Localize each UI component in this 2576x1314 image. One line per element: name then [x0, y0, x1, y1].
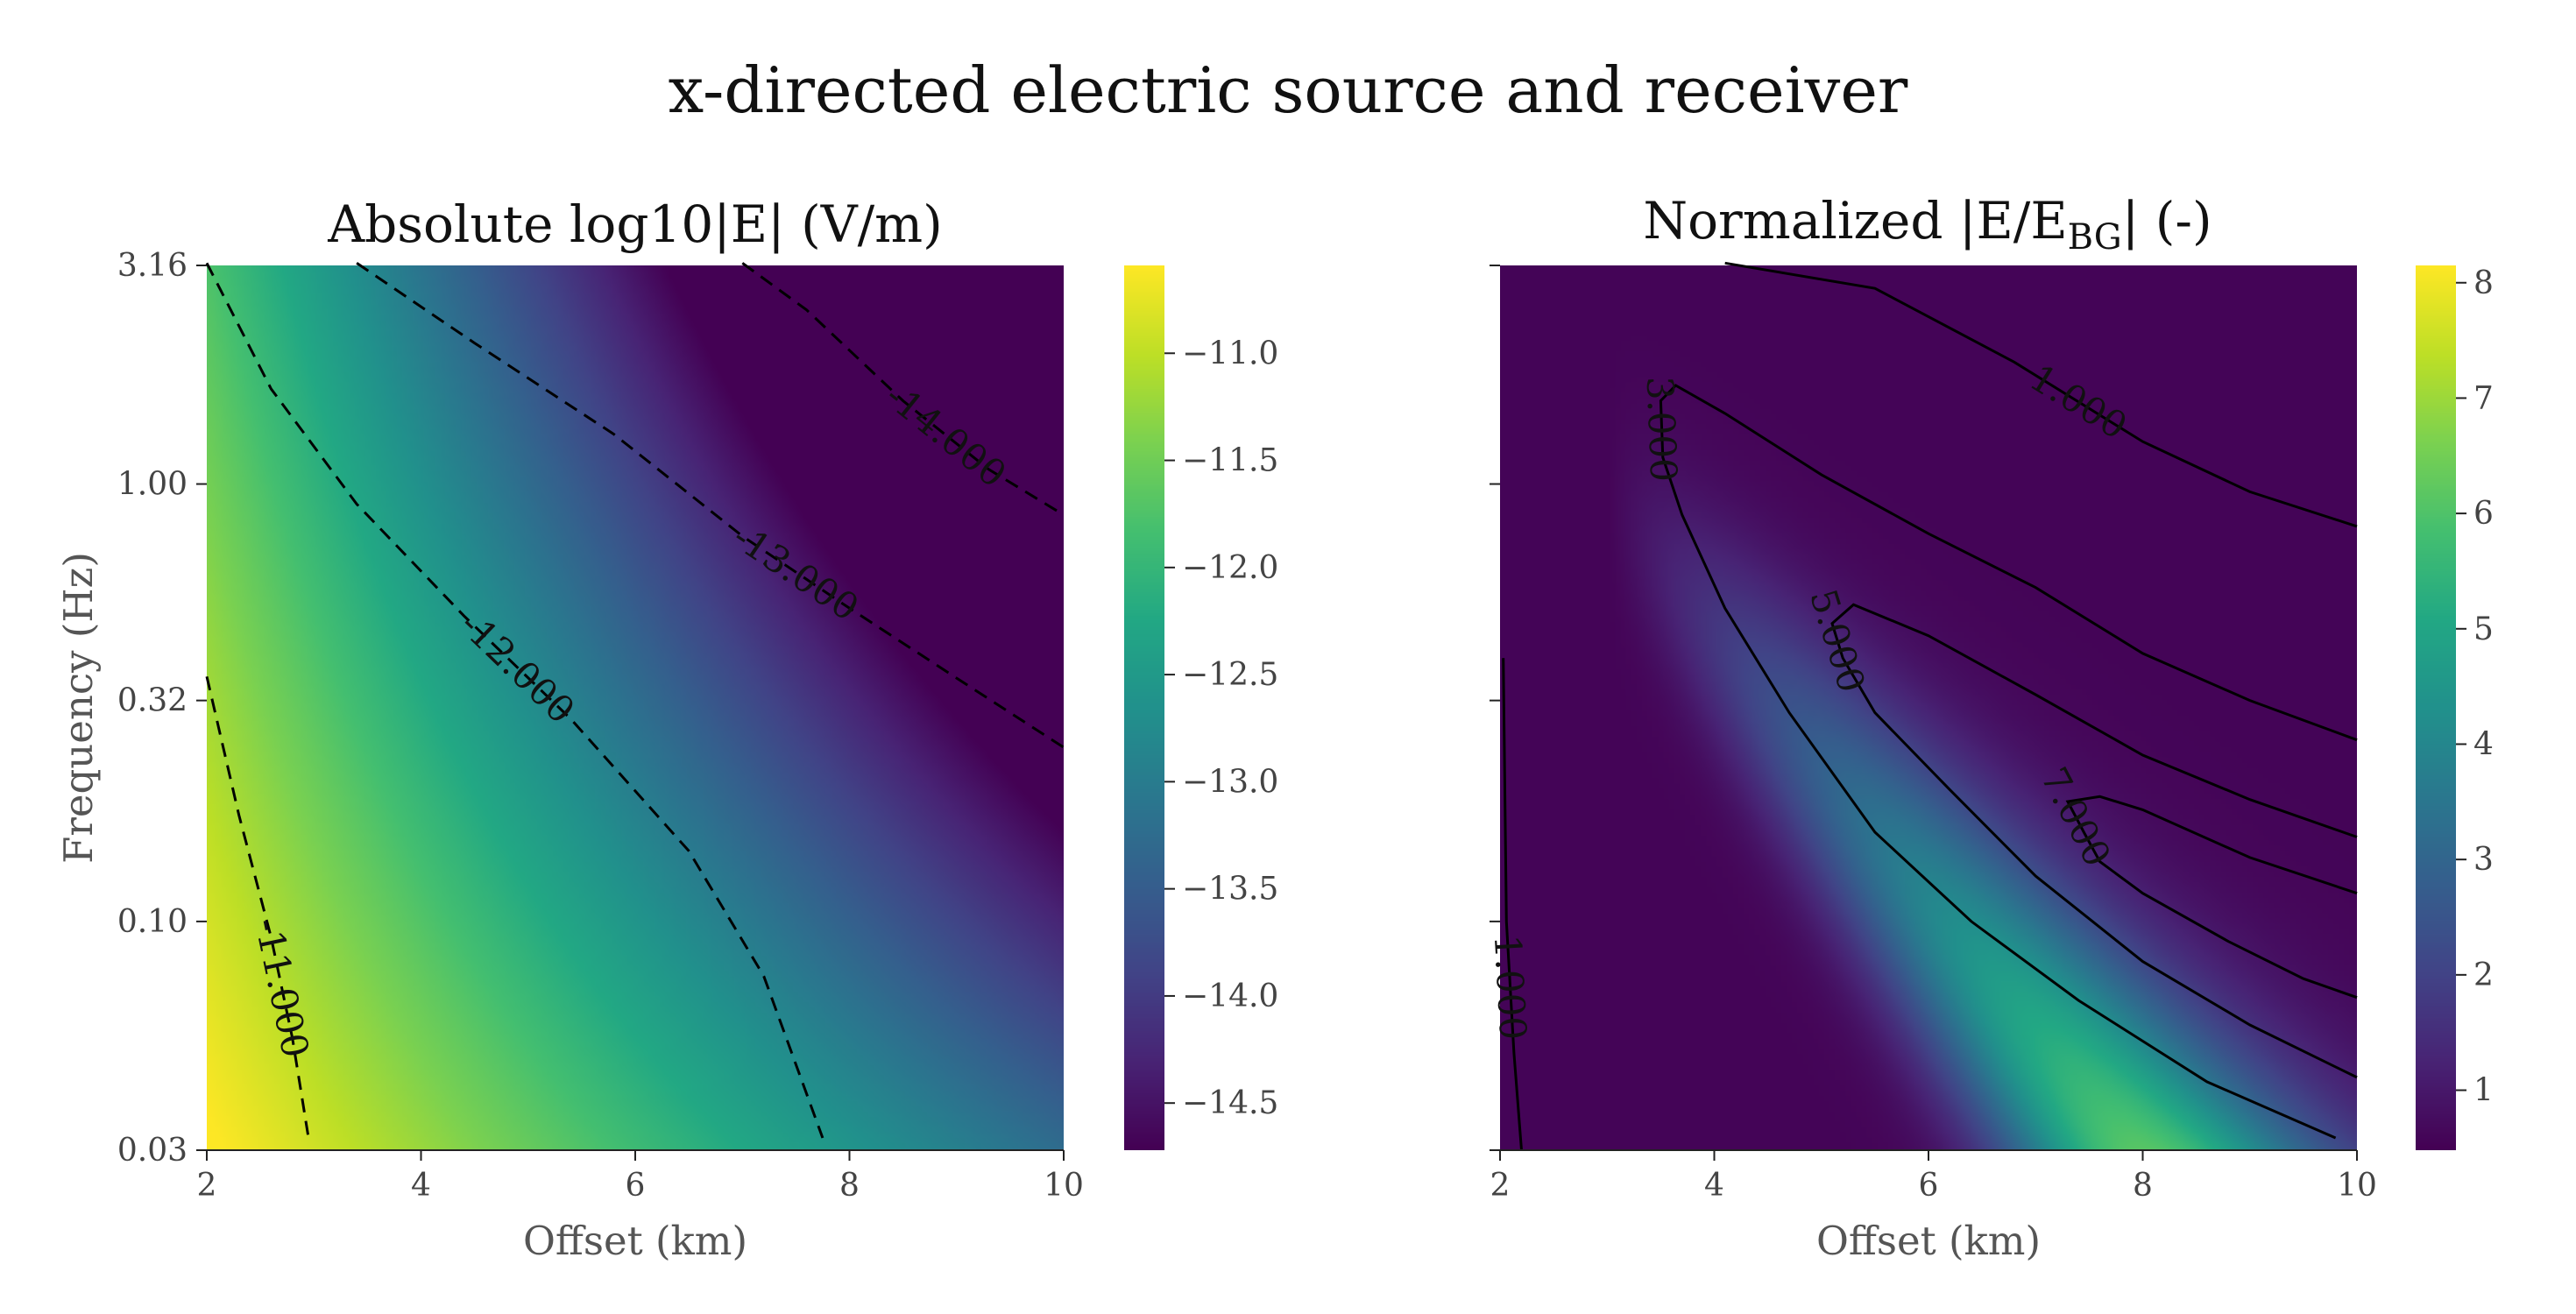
x-axis-label-normalized: Offset (km): [1816, 1218, 2041, 1264]
panel-absolute: Absolute log10|E| (V/m) -11.000-12.000-1…: [55, 194, 1278, 1264]
x-tick-label: 4: [411, 1168, 431, 1204]
colorbar-tick-label: −12.5: [1182, 657, 1278, 693]
x-tick-label: 2: [197, 1168, 217, 1204]
contour-line: [356, 262, 1065, 749]
colorbar-tick-label: −13.0: [1182, 764, 1278, 800]
colorbar-tick-label: −12.0: [1182, 550, 1278, 586]
colorbar-absolute: [1124, 265, 1164, 1150]
y-tick-label: 0.03: [117, 1133, 188, 1169]
colorbar-tick-label: 7: [2473, 380, 2494, 416]
colorbar-tick-label: 1: [2473, 1073, 2494, 1109]
contour-line: [1830, 603, 2358, 1079]
x-tick-label: 8: [2133, 1168, 2153, 1204]
y-tick-label: 1.00: [117, 467, 188, 503]
contour-line: [741, 262, 1065, 517]
colorbar-tick-label: 8: [2473, 265, 2494, 301]
y-tick-label: 3.16: [117, 248, 188, 284]
colorbar-tick-label: 6: [2473, 496, 2494, 532]
panel-normalized: Normalized |E/EBG| (-) 1.0001.0003.0005.…: [1486, 191, 2494, 1264]
figure-suptitle: x-directed electric source and receiver: [669, 53, 1908, 127]
axes-absolute: 2 4 6 8 10 0.03 0.10 0.32 1.00 3.16: [117, 248, 1084, 1204]
colorbar-tick-label: −11.5: [1182, 443, 1278, 479]
y-tick-label: 0.10: [117, 904, 188, 940]
colorbar-tick-label: 3: [2473, 842, 2494, 878]
contour-label: 3.000: [1638, 376, 1686, 483]
contour-line: [1502, 658, 1523, 1151]
colorbar-tick-label: −13.5: [1182, 872, 1278, 908]
x-tick-label: 10: [2337, 1168, 2377, 1204]
x-axis-label-absolute: Offset (km): [523, 1218, 747, 1264]
axes-normalized: 2 4 6 8 10: [1490, 265, 2377, 1204]
panel-title-normalized: Normalized |E/EBG| (-): [1643, 191, 2212, 258]
contour-line: [205, 262, 824, 1139]
colorbar-tick-label: −11.0: [1182, 336, 1278, 371]
contour-line: [2065, 795, 2358, 1000]
panel-title-absolute: Absolute log10|E| (V/m): [327, 194, 943, 254]
x-tick-label: 6: [1919, 1168, 1939, 1204]
colorbar-tick-label: −14.0: [1182, 978, 1278, 1014]
x-tick-label: 6: [626, 1168, 646, 1204]
contour-line: [205, 675, 310, 1139]
x-tick-label: 4: [1704, 1168, 1724, 1204]
title-part-main: Normalized |E/E: [1643, 191, 2067, 251]
colorbar-ticks-absolute: −11.0 −11.5 −12.0 −12.5 −13.0 −13.5 −14.0 −14.5: [1164, 336, 1278, 1121]
x-tick-label: 8: [839, 1168, 860, 1204]
colorbar-tick-label: 5: [2473, 611, 2494, 647]
heatmap-normalized: [1500, 265, 2357, 1150]
y-axis-label: Frequency (Hz): [55, 552, 102, 864]
colorbar-tick-label: 4: [2473, 726, 2494, 762]
x-tick-label: 2: [1490, 1168, 1511, 1204]
x-tick-label: 10: [1044, 1168, 1084, 1204]
title-part-sub: BG: [2068, 217, 2122, 258]
colorbar-ticks-normalized: 1 2 3 4 5 6 7 8: [2456, 265, 2494, 1109]
title-part-end: | (-): [2122, 191, 2212, 251]
contour-line: [1724, 261, 2358, 528]
colorbar-tick-label: −14.5: [1182, 1085, 1278, 1121]
y-tick-label: 0.32: [117, 683, 188, 719]
contour-line: [1659, 384, 2358, 1140]
heatmap-absolute: [207, 265, 1064, 1150]
contour-label: 1.000: [1486, 934, 1535, 1042]
colorbar-normalized: [2416, 265, 2456, 1150]
colorbar-tick-label: 2: [2473, 957, 2494, 993]
